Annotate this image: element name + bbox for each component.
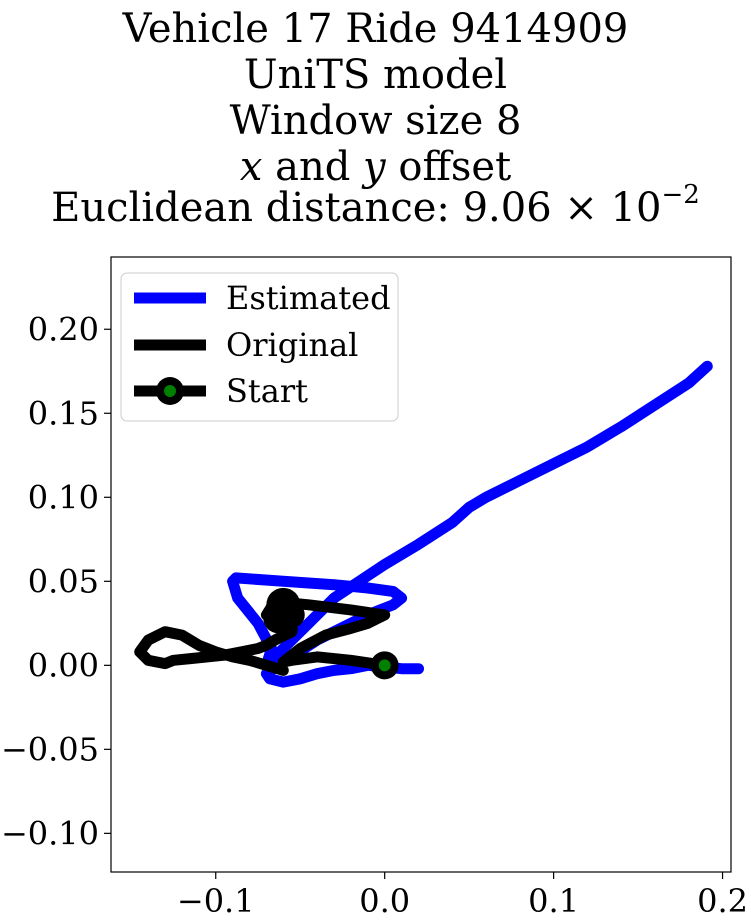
y-tick-label: 0.10: [28, 478, 99, 516]
legend-label-original: Original: [226, 326, 358, 364]
chart-title-line-1: Vehicle 17 Ride 9414909: [122, 6, 629, 52]
y-axis-ticks: −0.10 −0.05 0.00 0.05 0.10 0.15 0.20: [1, 310, 111, 852]
legend-start-marker-outer: [156, 377, 184, 405]
title-distance-text: Euclidean distance: 9.06 × 10: [51, 185, 662, 231]
series-start-marker-inner: [378, 659, 391, 672]
title-offset: offset: [385, 144, 512, 190]
series-original-dense-cluster-0: [266, 587, 301, 622]
legend-box: [120, 272, 399, 422]
x-tick-label: 0.1: [528, 882, 579, 920]
x-tick-label: 0.2: [697, 882, 748, 920]
chart-title-line-5: Euclidean distance: 9.06 × 10−2: [0, 172, 751, 231]
y-tick-label: −0.10: [1, 814, 99, 852]
series-start-marker-outer: [370, 651, 399, 680]
legend-label-start: Start: [226, 372, 308, 410]
plot-frame: [110, 256, 732, 873]
title-var-y: y: [363, 144, 386, 190]
chart-title-line-3: Window size 8: [229, 98, 522, 144]
legend-start-marker-inner: [164, 385, 176, 397]
series-original-dense-cluster-2: [278, 601, 305, 628]
y-tick-label: 0.15: [28, 394, 99, 432]
x-tick-label: 0.0: [359, 882, 410, 920]
legend: Estimated Original Start: [120, 272, 399, 422]
series-original-dense-cluster-1: [263, 603, 294, 634]
series-original-dense-cluster-3: [275, 617, 298, 640]
series-estimated-line: [227, 360, 713, 688]
chart-title-line-2: UniTS model: [243, 52, 508, 98]
legend-label-estimated: Estimated: [226, 279, 391, 317]
title-var-x: x: [239, 144, 263, 190]
y-tick-label: 0.20: [28, 310, 99, 348]
title-distance-exponent: −2: [661, 180, 700, 210]
title-and: and: [262, 144, 364, 190]
y-tick-label: −0.05: [1, 730, 99, 768]
y-tick-label: 0.05: [28, 562, 99, 600]
series-original-line: [134, 596, 391, 676]
y-tick-label: 0.00: [28, 646, 99, 684]
chart-title-line-4: x and y offset: [0, 144, 751, 190]
x-axis-ticks: −0.1 0.0 0.1 0.2: [177, 872, 748, 920]
plot-content: [134, 360, 713, 688]
x-tick-label: −0.1: [177, 882, 255, 920]
